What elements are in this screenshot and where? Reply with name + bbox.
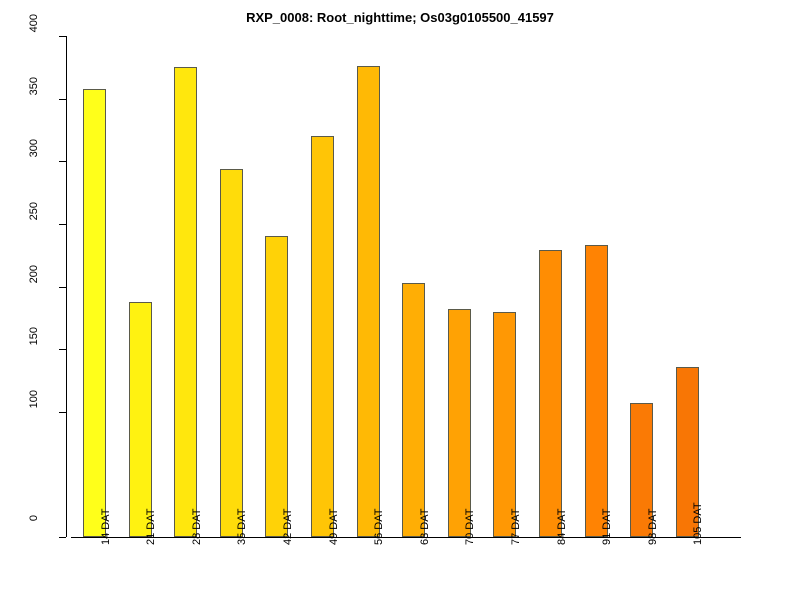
bar: [128, 301, 152, 537]
y-axis-tick: [59, 98, 66, 100]
x-axis-tick-label-text: 21 DAT: [145, 508, 158, 545]
bar: [311, 136, 334, 537]
y-axis-tick-label: 0: [28, 515, 40, 522]
y-axis-tick: [59, 349, 66, 351]
y-axis-tick: [59, 223, 66, 225]
x-axis-tick-label-text: 42 DAT: [281, 508, 294, 545]
y-axis-tick: [59, 161, 66, 163]
bar: [402, 282, 426, 537]
x-axis-tick-label-text: 84 DAT: [555, 508, 568, 545]
x-axis-tick-label-text: 98 DAT: [646, 508, 659, 545]
bar: [447, 309, 471, 537]
x-axis-tick-label-text: 35 DAT: [236, 508, 249, 545]
x-axis-tick-label-text: 28 DAT: [190, 508, 203, 545]
y-axis-line: [66, 36, 67, 537]
bar: [356, 66, 380, 537]
y-axis-title: Cy3 signal intensity: [2, 0, 18, 12]
chart-title: RXP_0008: Root_nighttime; Os03g0105500_4…: [246, 10, 554, 25]
x-axis-tick-label-text: 14 DAT: [99, 508, 112, 545]
x-axis-tick-label-text: 63 DAT: [418, 508, 431, 545]
x-axis-tick-label-text: 77 DAT: [509, 508, 522, 545]
bar: [493, 311, 517, 537]
bar: [539, 250, 562, 537]
y-axis-tick: [59, 286, 66, 288]
y-axis-tick-label: 400: [28, 14, 40, 33]
x-axis-line: [71, 537, 741, 538]
y-axis-tick-label: 200: [28, 264, 40, 283]
y-axis-tick-label: 150: [28, 327, 40, 346]
x-axis-tick-label-text: 70 DAT: [464, 508, 477, 545]
x-axis-tick-label-text: 105 DAT: [692, 502, 705, 545]
y-axis-tick: [59, 36, 66, 37]
bar: [630, 402, 654, 537]
bar: [83, 88, 106, 537]
y-axis-tick-label: 100: [28, 389, 40, 409]
bar: [174, 67, 198, 537]
y-axis-tick: [59, 411, 66, 413]
y-axis-tick: [59, 537, 66, 538]
x-axis-tick-label-text: 49 DAT: [327, 508, 340, 545]
bar: [675, 366, 699, 537]
x-axis-tick-label-text: 91 DAT: [601, 508, 614, 545]
x-axis-tick-label-text: 56 DAT: [373, 508, 386, 545]
bar: [584, 245, 608, 537]
bar: [265, 236, 289, 537]
y-axis-tick-label: 350: [28, 76, 40, 95]
bar: [219, 168, 243, 537]
y-axis-tick-label: 300: [28, 139, 40, 158]
y-axis-tick-label: 250: [28, 201, 40, 221]
